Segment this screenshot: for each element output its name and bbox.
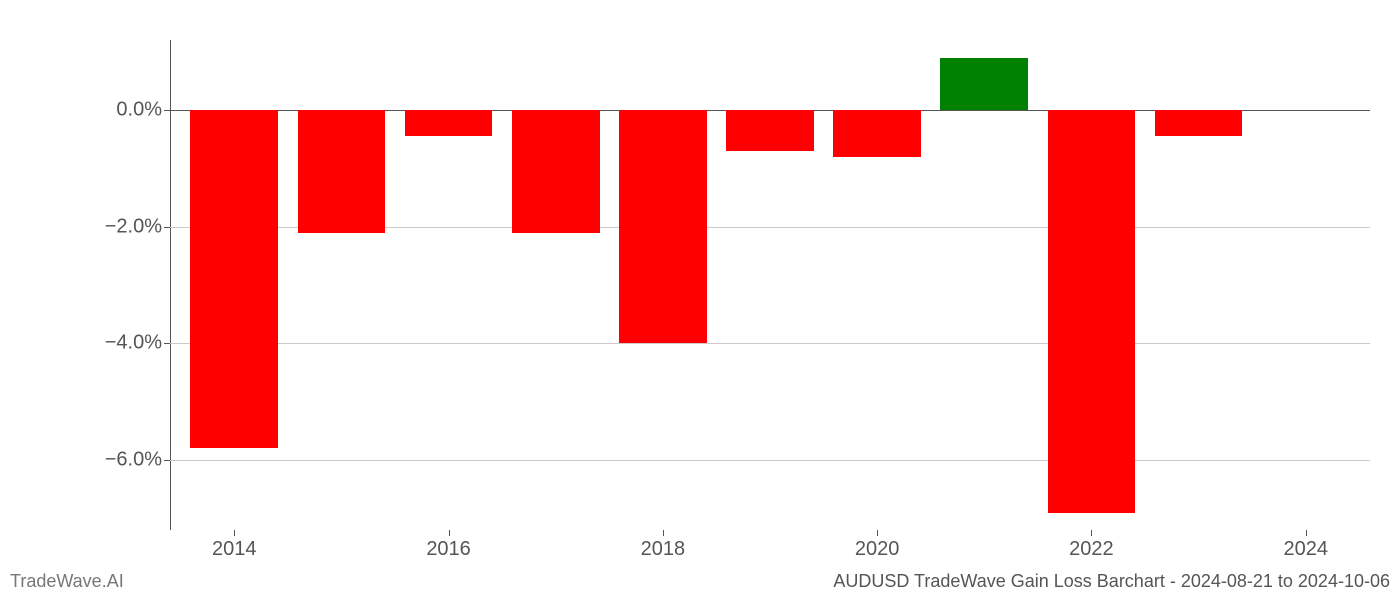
bar	[1048, 110, 1136, 513]
x-tick-label: 2024	[1283, 530, 1328, 561]
chart-container: 0.0% −2.0% −4.0% −6.0% 2014 2016 2018 2020 2022 2…	[0, 0, 1400, 600]
bar	[512, 110, 600, 233]
bar	[190, 110, 278, 448]
x-tick-label: 2022	[1069, 530, 1114, 561]
bar	[833, 110, 921, 157]
gridline	[170, 460, 1370, 461]
bar	[940, 58, 1028, 111]
y-axis-line	[170, 40, 171, 530]
gridline	[170, 343, 1370, 344]
plot-area: 0.0%−2.0%−4.0%−6.0%201420162018202020222…	[170, 40, 1370, 530]
bar	[298, 110, 386, 233]
x-tick-label: 2018	[641, 530, 686, 561]
footer-right-text: AUDUSD TradeWave Gain Loss Barchart - 20…	[833, 571, 1390, 592]
y-tick-label: −6.0%	[105, 449, 170, 472]
y-tick-label: −2.0%	[105, 215, 170, 238]
y-tick-label: −4.0%	[105, 332, 170, 355]
footer-left-text: TradeWave.AI	[10, 571, 124, 592]
x-tick-label: 2020	[855, 530, 900, 561]
x-tick-label: 2016	[426, 530, 471, 561]
bar	[1155, 110, 1243, 136]
bar	[726, 110, 814, 151]
y-tick-label: 0.0%	[116, 99, 170, 122]
bar	[619, 110, 707, 343]
x-tick-label: 2014	[212, 530, 257, 561]
bar	[405, 110, 493, 136]
